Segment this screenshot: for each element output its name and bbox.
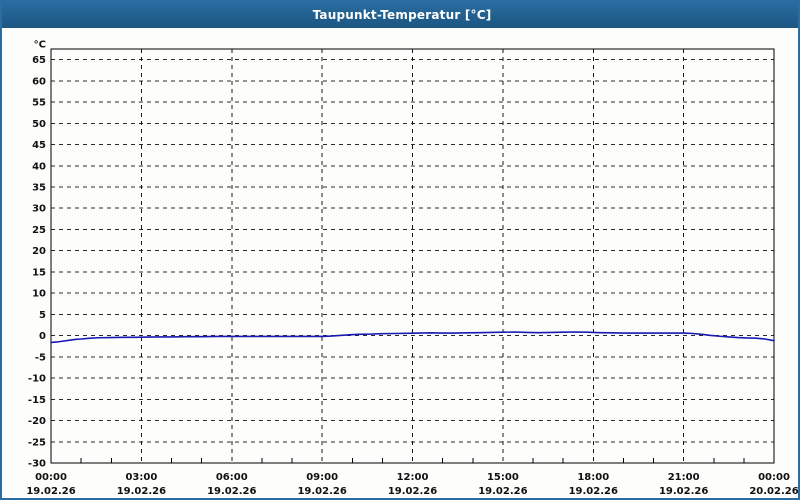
x-tick-time: 03:00 xyxy=(125,472,157,483)
x-tick-time: 12:00 xyxy=(397,472,429,483)
y-tick-label: 35 xyxy=(32,183,46,194)
y-tick-label: -5 xyxy=(35,352,46,363)
x-tick-time: 00:00 xyxy=(758,472,790,483)
y-tick-label: 10 xyxy=(32,289,46,300)
x-tick-time: 09:00 xyxy=(306,472,338,483)
y-tick-label: 65 xyxy=(32,55,46,66)
y-tick-label: 5 xyxy=(39,310,46,321)
temperature-line-chart: 65605550454035302520151050-5-10-15-20-25… xyxy=(2,28,798,498)
x-tick-time: 00:00 xyxy=(35,472,67,483)
y-tick-label: 30 xyxy=(32,204,46,215)
x-tick-time: 06:00 xyxy=(216,472,248,483)
plot-axis-frame xyxy=(50,48,775,464)
y-axis-unit-label: °C xyxy=(34,40,46,51)
y-tick-label: 15 xyxy=(32,267,46,278)
y-tick-label: 50 xyxy=(32,119,46,130)
x-tick-date: 19.02.26 xyxy=(478,486,527,497)
vertical-gridlines xyxy=(140,49,685,463)
plot-background xyxy=(2,28,798,498)
y-tick-label: 20 xyxy=(32,246,46,257)
x-tick-time: 18:00 xyxy=(577,472,609,483)
x-tick-date: 19.02.26 xyxy=(297,486,346,497)
y-tick-label: 0 xyxy=(39,331,46,342)
y-axis-tick-labels: 65605550454035302520151050-5-10-15-20-25… xyxy=(28,55,46,469)
y-tick-label: 40 xyxy=(32,161,46,172)
x-tick-date: 19.02.26 xyxy=(117,486,166,497)
x-tick-date: 19.02.26 xyxy=(569,486,618,497)
series-line-taupunkt-temperatur xyxy=(50,331,775,344)
x-axis-minor-ticks xyxy=(80,458,745,463)
y-tick-label: 25 xyxy=(32,225,46,236)
chart-canvas: 65 60 55 50 45 40 35 30 25 20 15 10 5 0 -5 -10 -15 -20 -25… xyxy=(2,28,798,498)
data-series-group xyxy=(50,331,775,344)
x-tick-time: 21:00 xyxy=(668,472,700,483)
y-tick-label: -20 xyxy=(28,416,46,427)
y-tick-label: -25 xyxy=(28,437,46,448)
y-tick-label: -10 xyxy=(28,374,46,385)
x-tick-date: 19.02.26 xyxy=(659,486,708,497)
window-titlebar: Taupunkt-Temperatur [°C] xyxy=(2,2,798,28)
y-tick-label: 60 xyxy=(32,76,46,87)
x-tick-date: 19.02.26 xyxy=(26,486,75,497)
window-title: Taupunkt-Temperatur [°C] xyxy=(312,8,492,22)
x-tick-date: 19.02.26 xyxy=(388,486,437,497)
x-axis-tick-labels: 00:00 19.02.26 03:00 19.02.26 06:00 19.02.26 0… xyxy=(26,472,798,497)
y-tick-label: -15 xyxy=(28,395,46,406)
x-tick-time: 15:00 xyxy=(487,472,519,483)
x-tick-date: 19.02.26 xyxy=(207,486,256,497)
y-tick-label: 55 xyxy=(32,98,46,109)
y-tick-label: 45 xyxy=(32,140,46,151)
x-tick-date: 20.02.26 xyxy=(749,486,798,497)
y-tick-label: -30 xyxy=(28,459,46,470)
